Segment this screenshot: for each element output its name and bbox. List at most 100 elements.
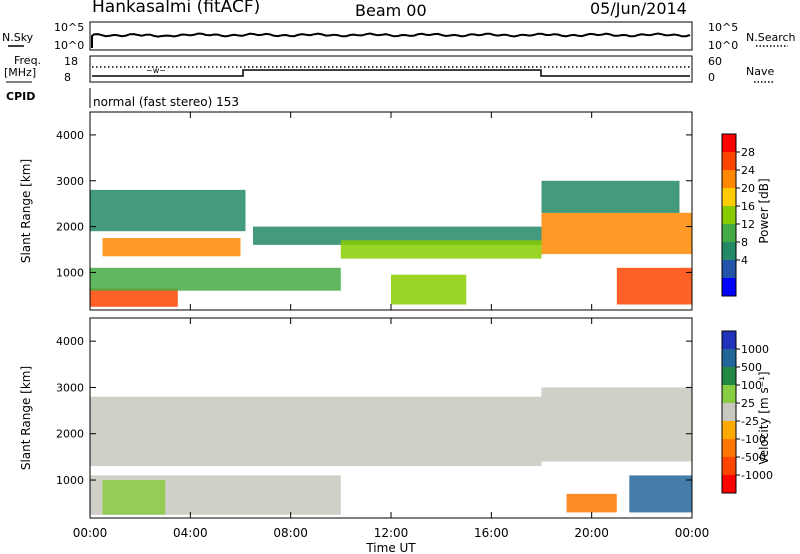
colorbar-tick-label: 500 (741, 361, 762, 374)
colorbar-swatch (722, 224, 736, 243)
colorbar-tick-label: -100 (741, 433, 766, 446)
colorbar-swatch (722, 331, 736, 350)
noise-right-tick-top: 10^5 (708, 21, 738, 34)
colorbar-tick-label: -1000 (741, 469, 773, 482)
velocity-band-4 (566, 493, 617, 513)
power-band-3 (90, 267, 341, 291)
power-band-8 (541, 180, 680, 213)
freq-artifact: ~w~ (146, 66, 166, 75)
ytick-label: 1000 (56, 474, 84, 487)
power-band-9 (616, 267, 693, 305)
ytick-label: 1000 (56, 266, 84, 279)
xtick-label: 16:00 (474, 526, 509, 540)
nsearch-label: N.Search (746, 31, 796, 44)
ytick-label: 3000 (56, 175, 84, 188)
power-band-5 (340, 240, 542, 259)
colorbar-swatch (722, 457, 736, 476)
colorbar-swatch (722, 367, 736, 386)
power-band-2 (90, 288, 178, 307)
colorbar-tick-label: 16 (741, 200, 755, 213)
xtick-label: 04:00 (173, 526, 208, 540)
date-title: 05/Jun/2014 (590, 0, 687, 18)
colorbar-swatch (722, 278, 736, 297)
xtick-label: 12:00 (374, 526, 409, 540)
velocity-y-axis: 4000 3000 2000 1000 (56, 335, 692, 487)
noise-panel-frame (89, 21, 693, 51)
colorbar-swatch (722, 421, 736, 440)
colorbar-swatch (722, 188, 736, 207)
freq-left-tick-top: 18 (64, 55, 78, 68)
cpid-text: normal (fast stereo) 153 (93, 95, 239, 109)
colorbar-tick-label: 28 (741, 146, 755, 159)
ytick-label: 4000 (56, 335, 84, 348)
power-ylabel: Slant Range [km] (19, 159, 33, 263)
noise-left-tick-top: 10^5 (54, 21, 84, 34)
freq-label-line1: Freq. (14, 54, 41, 67)
colorbar-swatch (722, 134, 736, 153)
power-y-axis: 4000 3000 2000 1000 (56, 129, 692, 279)
beam-title: Beam 00 (355, 1, 427, 20)
ytick-label: 3000 (56, 381, 84, 394)
velocity-colorbar-label: Velocity [m s⁻¹] (757, 371, 771, 464)
velocity-band-5 (629, 475, 692, 513)
ytick-label: 2000 (56, 428, 84, 441)
xtick-label: 20:00 (574, 526, 609, 540)
colorbar-swatch (722, 439, 736, 458)
colorbar-tick-label: -25 (741, 415, 759, 428)
nave-trace (92, 69, 690, 77)
nsky-label: N.Sky (2, 31, 34, 44)
colorbar-swatch (722, 170, 736, 189)
colorbar-frame (721, 330, 737, 494)
colorbar-swatch (722, 242, 736, 261)
nave-label: Nave (746, 65, 774, 78)
colorbar-swatch (722, 475, 736, 494)
colorbar-tick-label: 100 (741, 379, 762, 392)
xtick-label: 00:00 (675, 526, 710, 540)
freq-panel-frame (89, 55, 693, 83)
colorbar-tick-label: 25 (741, 397, 755, 410)
power-heatmap (90, 180, 693, 307)
colorbar-tick-label: 24 (741, 164, 755, 177)
cpid-label: CPID (6, 90, 35, 103)
colorbar-tick-label: 4 (741, 254, 748, 267)
colorbar-swatch (722, 403, 736, 422)
noise-left-tick-bottom: 10^0 (54, 39, 84, 52)
freq-left-tick-bottom: 8 (64, 71, 71, 84)
power-band-0 (90, 189, 246, 232)
velocity-ylabel: Slant Range [km] (19, 366, 33, 470)
colorbar-tick-label: 20 (741, 182, 755, 195)
time-axis: 00:00 04:00 08:00 12:00 16:00 20:00 00:00 (73, 112, 710, 540)
colorbar-tick-label: -500 (741, 451, 766, 464)
colorbar-swatch (722, 260, 736, 279)
velocity-band-0 (90, 396, 542, 467)
colorbar-swatch (722, 385, 736, 404)
power-colorbar-label: Power [dB] (757, 178, 771, 243)
ytick-label: 4000 (56, 129, 84, 142)
velocity-band-2 (102, 480, 166, 515)
power-band-6 (391, 274, 467, 305)
colorbar-swatch (722, 206, 736, 225)
power-band-1 (102, 238, 241, 257)
velocity-heatmap (90, 387, 692, 515)
freq-right-tick-bottom: 0 (708, 71, 715, 84)
colorbar-swatch (722, 349, 736, 368)
freq-right-tick-top: 60 (708, 55, 722, 68)
xaxis-label: Time UT (365, 541, 416, 554)
colorbar-tick-label: 12 (741, 218, 755, 231)
colorbar-swatch (722, 152, 736, 171)
power-colorbar: 28 24 20 16 12 8 4 (721, 133, 755, 297)
power-band-7 (541, 212, 692, 255)
ytick-label: 2000 (56, 221, 84, 234)
noise-right-tick-bottom: 10^0 (708, 39, 738, 52)
velocity-band-3 (541, 387, 692, 462)
xtick-label: 08:00 (273, 526, 308, 540)
station-title: Hankasalmi (fitACF) (92, 0, 260, 17)
velocity-colorbar: 1000 500 100 25 -25 -100 -500 -1000 (721, 330, 773, 494)
colorbar-tick-label: 8 (741, 236, 748, 249)
colorbar-tick-label: 1000 (741, 343, 769, 356)
freq-label-line2: [MHz] (4, 66, 36, 79)
colorbar-frame (721, 133, 737, 297)
xtick-label: 00:00 (73, 526, 108, 540)
noise-trace (91, 32, 691, 48)
